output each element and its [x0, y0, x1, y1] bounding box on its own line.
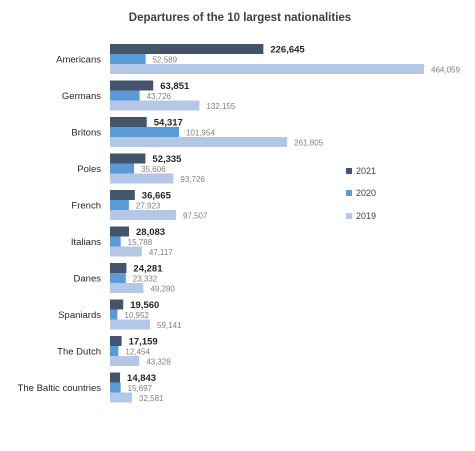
data-label-2020-french: 27,923 — [136, 202, 161, 211]
data-label-2019-italians: 47,117 — [149, 248, 173, 257]
category-label-spaniards: Spaniards — [58, 310, 101, 321]
bar-2020-americans — [110, 54, 146, 64]
bar-2021-italians — [110, 226, 130, 237]
bar-2019-poles — [110, 173, 174, 184]
bar-2019-americans — [110, 64, 424, 74]
data-label-2020-the-dutch: 12,454 — [125, 348, 150, 357]
category-label-italians: Italians — [71, 237, 101, 248]
category-label-the-dutch: The Dutch — [57, 347, 101, 358]
category-label-britons: Britons — [71, 128, 101, 139]
bar-2020-germans — [110, 90, 140, 101]
bar-2019-spaniards — [110, 319, 151, 330]
bar-2021-the-dutch — [110, 336, 122, 346]
category-label-french: French — [71, 201, 101, 212]
bar-2020-italians — [110, 236, 121, 247]
bar-2020-spaniards — [110, 309, 118, 320]
data-label-2019-the-dutch: 43,328 — [146, 358, 171, 367]
legend-label-2021: 2021 — [356, 166, 376, 176]
data-label-2021-the-dutch: 17,159 — [129, 337, 158, 348]
data-label-2020-danes: 23,332 — [133, 275, 158, 284]
bar-2020-danes — [110, 273, 126, 283]
legend-label-2020: 2020 — [356, 188, 376, 198]
data-label-2019-spaniards: 59,141 — [157, 321, 182, 330]
data-label-2020-spaniards: 10,952 — [124, 311, 149, 320]
category-label-the-baltic-countries: The Baltic countries — [18, 383, 102, 394]
category-label-danes: Danes — [74, 274, 102, 285]
legend-swatch-2019 — [346, 213, 352, 219]
bar-2020-britons — [110, 127, 179, 137]
data-label-2021-spaniards: 19,560 — [130, 300, 159, 311]
bar-2019-britons — [110, 137, 288, 147]
bar-2021-poles — [110, 153, 146, 164]
bar-2019-french — [110, 210, 176, 220]
data-label-2019-britons: 261,805 — [294, 139, 323, 148]
data-label-2021-britons: 54,317 — [154, 118, 183, 129]
category-label-americans: Americans — [56, 55, 101, 66]
bar-2021-the-baltic-countries — [110, 372, 121, 383]
data-label-2021-poles: 52,335 — [152, 154, 182, 165]
data-label-2021-danes: 24,281 — [133, 264, 163, 275]
bar-2019-germans — [110, 100, 200, 111]
data-label-2019-french: 97,507 — [183, 212, 208, 221]
category-label-poles: Poles — [77, 164, 101, 175]
chart-title: Departures of the 10 largest nationaliti… — [129, 12, 351, 24]
bar-2019-danes — [110, 283, 144, 293]
data-label-2021-the-baltic-countries: 14,843 — [127, 373, 156, 384]
bar-2019-the-baltic-countries — [110, 392, 133, 403]
data-label-2019-poles: 93,726 — [180, 175, 205, 184]
data-label-2019-americans: 464,059 — [431, 66, 460, 75]
data-label-2020-americans: 52,589 — [153, 56, 178, 65]
bar-2021-britons — [110, 117, 147, 127]
legend-swatch-2020 — [346, 190, 352, 196]
bar-2021-spaniards — [110, 299, 124, 310]
data-label-2020-italians: 15,788 — [128, 238, 153, 247]
data-label-2021-french: 36,665 — [142, 191, 172, 202]
legend-label-2019: 2019 — [356, 211, 376, 221]
bar-2021-danes — [110, 263, 127, 273]
data-label-2019-danes: 49,280 — [150, 285, 175, 294]
data-label-2019-the-baltic-countries: 32,581 — [139, 394, 164, 403]
bar-2019-italians — [110, 246, 142, 257]
data-label-2021-americans: 226,645 — [270, 45, 305, 56]
data-label-2021-italians: 28,083 — [136, 227, 165, 238]
data-label-2020-the-baltic-countries: 15,697 — [128, 384, 153, 393]
data-label-2021-germans: 63,851 — [160, 81, 190, 92]
bar-2020-poles — [110, 163, 135, 174]
category-label-germans: Germans — [62, 91, 101, 102]
bars-area: Americans 226,645 52,589 464,059 Germans 63,8… — [18, 44, 460, 403]
legend: 2021 2020 2019 — [346, 166, 376, 221]
bar-2020-french — [110, 200, 129, 210]
data-label-2019-germans: 132,155 — [206, 102, 235, 111]
bar-2021-americans — [110, 44, 264, 54]
legend-swatch-2021 — [346, 168, 352, 174]
bar-2021-germans — [110, 80, 154, 91]
bar-2020-the-baltic-countries — [110, 382, 121, 393]
data-label-2020-poles: 35,606 — [141, 165, 166, 174]
bar-2021-french — [110, 190, 135, 200]
bar-2020-the-dutch — [110, 346, 119, 356]
bar-2019-the-dutch — [110, 356, 140, 366]
data-label-2020-germans: 43,726 — [147, 92, 172, 101]
data-label-2020-britons: 101,954 — [186, 129, 215, 138]
